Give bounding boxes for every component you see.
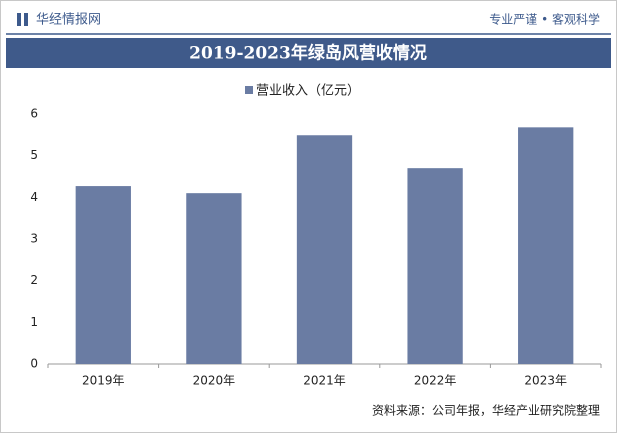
title-bar <box>6 38 611 68</box>
y-tick-label: 5 <box>30 148 38 162</box>
x-tick-label: 2019年 <box>82 374 125 388</box>
logo <box>17 13 21 26</box>
x-tick-label: 2022年 <box>414 374 457 388</box>
legend-swatch <box>245 86 253 94</box>
x-tick-label: 2021年 <box>303 374 346 388</box>
y-tick-label: 6 <box>30 107 38 121</box>
bar <box>186 193 242 364</box>
y-tick-label: 0 <box>30 357 38 371</box>
bar <box>296 135 353 364</box>
chart-title: 2019-2023年绿岛风营收情况 <box>189 43 427 64</box>
logo <box>24 13 28 26</box>
bar <box>518 127 574 364</box>
y-tick-label: 1 <box>30 315 38 329</box>
y-tick-label: 3 <box>30 232 38 246</box>
slogan: 专业严谨 • 客观科学 <box>489 12 600 27</box>
bar <box>75 186 131 364</box>
x-tick-label: 2020年 <box>193 374 236 388</box>
brand: 华经情报网 <box>36 13 101 28</box>
bar <box>407 168 463 364</box>
legend-label: 营业收入（亿元） <box>256 84 360 99</box>
x-tick-label: 2023年 <box>524 374 567 388</box>
y-tick-label: 4 <box>30 190 38 204</box>
source: 资料来源：公司年报，华经产业研究院整理 <box>372 403 600 418</box>
y-tick-label: 2 <box>30 273 38 287</box>
